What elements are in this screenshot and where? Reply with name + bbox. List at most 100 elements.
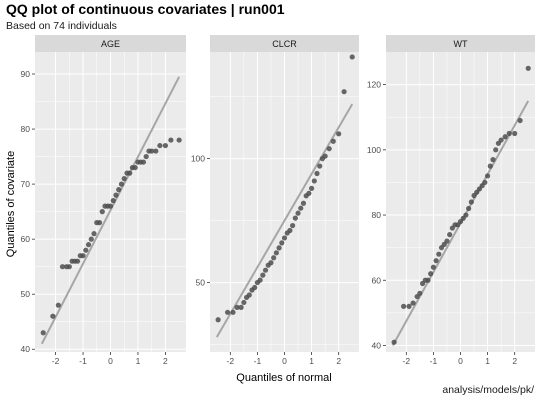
data-point: [311, 178, 317, 184]
chart-caption: analysis/models/pk/: [442, 384, 534, 396]
data-point: [292, 215, 298, 221]
data-point: [85, 242, 92, 248]
data-point: [99, 209, 105, 215]
facet-clcr: CLCR -2 -1 0 1 2 50 100: [191, 35, 359, 366]
data-point: [238, 304, 244, 310]
data-point: [349, 54, 355, 60]
data-point: [430, 264, 437, 270]
data-point: [118, 181, 125, 187]
data-point: [162, 142, 169, 149]
strip-background: [35, 35, 186, 52]
data-point: [401, 303, 407, 309]
data-point: [468, 199, 474, 205]
strip-label: CLCR: [272, 39, 297, 49]
data-point: [433, 258, 439, 264]
x-tick-label: 0: [282, 356, 287, 366]
y-tick-label: 40: [372, 340, 382, 350]
data-point: [241, 299, 247, 306]
data-point: [525, 65, 531, 71]
data-point: [466, 205, 472, 212]
data-point: [110, 198, 116, 204]
data-point: [482, 179, 488, 186]
data-point: [66, 264, 72, 270]
data-point: [406, 303, 412, 309]
data-point: [417, 290, 423, 296]
qq-reference-line: [40, 76, 181, 345]
data-point: [506, 130, 512, 137]
y-tick-label: 60: [21, 234, 31, 244]
strip-label: WT: [454, 39, 468, 49]
data-point: [271, 255, 277, 261]
chart-subtitle: Based on 74 individuals: [6, 20, 117, 32]
y-tick-label: 50: [21, 289, 31, 299]
data-point: [341, 89, 347, 95]
data-point: [279, 240, 285, 246]
x-tick-label: 0: [108, 356, 113, 366]
y-tick-label: 70: [21, 179, 31, 189]
x-tick-label: -2: [227, 356, 235, 366]
data-point: [55, 302, 61, 308]
data-point: [306, 190, 312, 196]
x-tick-label: 2: [512, 356, 517, 366]
data-point: [116, 187, 122, 193]
x-tick-label: -1: [79, 356, 87, 366]
y-tick-label: 100: [367, 145, 381, 155]
data-point: [83, 247, 89, 253]
data-point: [252, 284, 258, 291]
data-point: [290, 222, 296, 229]
x-tick-label: 1: [136, 356, 141, 366]
data-point: [107, 203, 114, 209]
data-point: [113, 192, 119, 198]
data-point: [276, 245, 282, 251]
data-point: [300, 200, 307, 206]
y-tick-label: 80: [372, 210, 382, 220]
data-point: [487, 163, 493, 169]
y-tick-label: 50: [196, 278, 206, 288]
x-tick-label: 1: [309, 356, 314, 366]
data-point: [273, 250, 279, 256]
data-point: [428, 271, 434, 277]
data-point: [391, 339, 397, 345]
data-point: [314, 170, 320, 177]
data-point: [246, 292, 252, 298]
data-point: [262, 267, 269, 273]
data-point: [502, 134, 508, 140]
x-tick-label: 2: [163, 356, 168, 366]
facet-wt: WT -2 -1 0 1 2 40 60 80 100 120: [367, 35, 535, 366]
data-point: [330, 138, 336, 144]
y-tick-label: 90: [21, 69, 31, 79]
strip-background: [386, 35, 535, 52]
data-point: [268, 260, 274, 266]
y-tick-label: 40: [21, 344, 31, 354]
data-point: [153, 148, 159, 154]
facet-age: AGE -2 -1 0 1 2 40 50 60 70 80 90: [21, 35, 186, 366]
x-tick-label: -1: [254, 356, 262, 366]
strip-background: [210, 35, 359, 52]
data-point: [140, 159, 147, 165]
data-point: [50, 313, 56, 319]
data-point: [225, 309, 231, 315]
data-point: [157, 142, 163, 149]
data-point: [257, 277, 263, 283]
data-point: [512, 130, 518, 137]
data-point: [490, 157, 496, 163]
y-tick-label: 80: [21, 124, 31, 134]
data-point: [168, 137, 174, 143]
y-tick-label: 100: [191, 154, 205, 164]
data-point: [132, 164, 138, 171]
data-point: [121, 176, 127, 182]
data-point: [493, 147, 499, 153]
x-axis-title: Quantiles of normal: [236, 372, 331, 384]
data-point: [436, 251, 442, 257]
data-point: [127, 170, 133, 176]
data-point: [425, 277, 431, 283]
data-point: [281, 235, 288, 241]
data-point: [287, 227, 293, 234]
data-point: [295, 210, 301, 216]
data-point: [308, 185, 315, 191]
strip-label: AGE: [101, 39, 120, 49]
data-point: [88, 236, 94, 242]
y-tick-label: 60: [372, 275, 382, 285]
x-tick-label: -2: [52, 356, 60, 366]
